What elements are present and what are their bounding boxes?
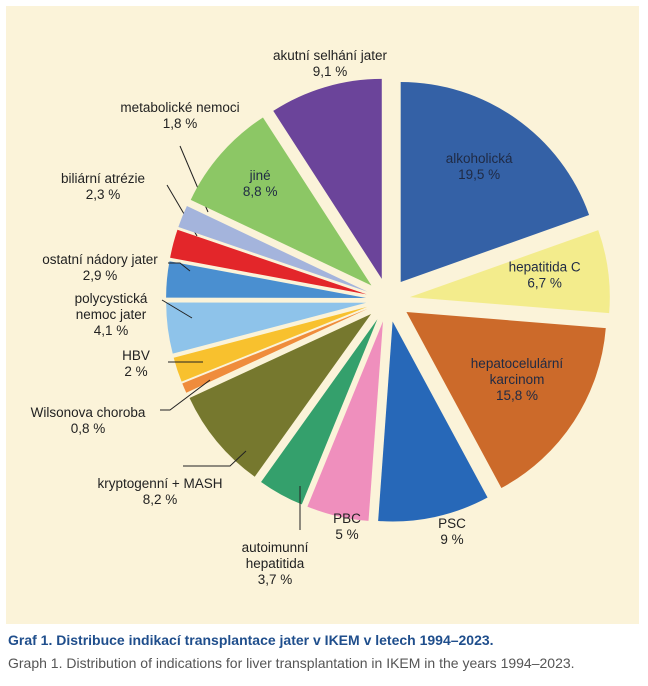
slice-category-label: biliární atrézie (61, 171, 145, 186)
slice-value-label: 9 % (440, 532, 463, 547)
slice-category-label: autoimunní (242, 540, 309, 555)
pie-slice (273, 78, 382, 279)
slice-value-label: 4,1 % (94, 323, 129, 338)
slice-category-label: HBV (122, 348, 150, 363)
slice-category-label: hepatocelulární (471, 356, 564, 371)
slice-value-label: 15,8 % (496, 388, 538, 403)
leader-line (168, 262, 191, 272)
pie-slice (170, 229, 367, 295)
slice-category-label: nemoc jater (76, 307, 147, 322)
pie-slice (182, 308, 368, 393)
pie-slice (378, 321, 488, 522)
slice-category-label: metabolické nemoci (120, 100, 239, 115)
caption-english: Graph 1. Distribution of indications for… (8, 655, 575, 671)
slice-value-label: 9,1 % (313, 64, 348, 79)
pie-slice (178, 206, 368, 292)
pie-slice (400, 82, 590, 283)
slice-category-label: hepatitida C (509, 259, 581, 274)
slice-value-label: 6,7 % (527, 275, 562, 290)
leader-line (161, 299, 193, 319)
slice-category-label: alkoholická (446, 151, 513, 166)
slice-value-label: 2 % (124, 364, 147, 379)
pie-slice (409, 230, 610, 314)
pie-slice (261, 319, 378, 505)
slice-category-label: karcinom (490, 372, 545, 387)
pie-slice (190, 117, 372, 286)
slice-value-label: 8,8 % (243, 184, 278, 199)
pie-slice (166, 261, 367, 298)
slice-category-label: polycystická (75, 291, 148, 306)
slice-value-label: 5 % (335, 527, 358, 542)
leader-line (160, 379, 211, 411)
slice-category-label: jiné (249, 168, 271, 183)
caption-czech: Graf 1. Distribuce indikací transplantac… (8, 632, 494, 648)
slice-value-label: 0,8 % (71, 421, 106, 436)
slice-category-label: akutní selhání jater (273, 48, 388, 63)
pie-slice (173, 306, 368, 382)
slice-value-label: 3,7 % (258, 572, 293, 587)
slice-category-label: hepatitida (246, 556, 305, 571)
pie-slice (189, 314, 372, 477)
slice-value-label: 1,8 % (163, 116, 198, 131)
slice-value-label: 19,5 % (458, 167, 500, 182)
slice-category-label: PBC (333, 511, 361, 526)
pie-slice (307, 321, 383, 521)
slice-category-label: ostatní nádory jater (42, 252, 158, 267)
slice-value-label: 2,3 % (86, 187, 121, 202)
leader-line (183, 450, 247, 467)
pie-slice (166, 302, 367, 354)
slice-value-label: 2,9 % (83, 268, 118, 283)
slice-value-label: 8,2 % (143, 492, 178, 507)
slice-category-label: kryptogenní + MASH (98, 476, 223, 491)
pie-slice (406, 312, 606, 489)
slice-category-label: PSC (438, 516, 466, 531)
slice-category-label: Wilsonova choroba (31, 405, 146, 420)
